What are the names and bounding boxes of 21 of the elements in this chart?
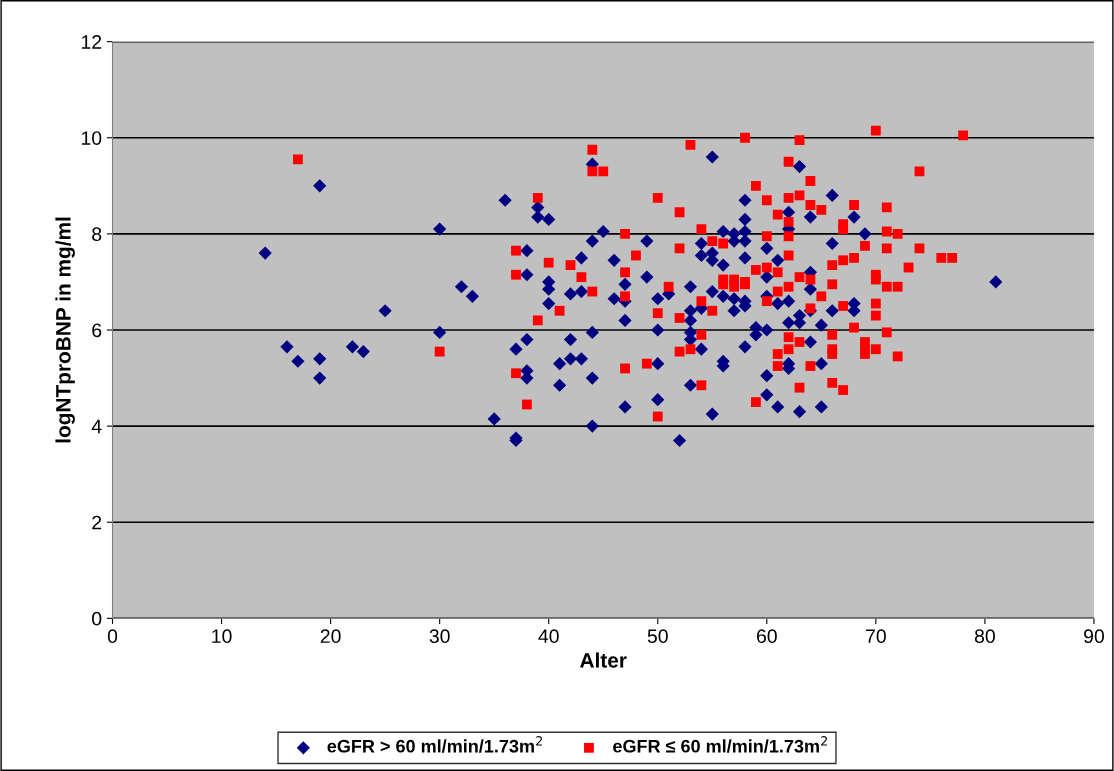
x-tick-label: 50 <box>647 629 668 644</box>
y-axis-title: logNTproBNP in mg/ml <box>55 217 75 443</box>
x-tick-label: 90 <box>1084 629 1104 644</box>
x-tick-label: 40 <box>538 629 559 644</box>
y-tick-label: 0 <box>92 611 102 626</box>
y-tick-label: 8 <box>92 227 102 242</box>
y-tick-label: 2 <box>92 515 102 530</box>
x-tick-label: 20 <box>320 629 341 644</box>
y-tick-label: 12 <box>81 35 102 49</box>
y-tick-label: 4 <box>91 419 102 434</box>
x-axis-title: Alter <box>580 652 627 668</box>
x-tick-label: 80 <box>974 629 995 644</box>
x-tick-label: 60 <box>756 629 777 644</box>
legend-label: eGFR > 60 ml/min/1.73m$^{2}$ <box>327 736 542 753</box>
x-tick-label: 10 <box>212 629 232 644</box>
y-tick-label: 10 <box>81 131 102 145</box>
legend-label: eGFR ≤ 60 ml/min/1.73m$^{2}$ <box>613 736 827 753</box>
x-tick-label: 0 <box>107 629 118 644</box>
y-tick-label: 6 <box>92 323 102 338</box>
x-tick-label: 70 <box>866 629 886 644</box>
x-tick-label: 30 <box>429 629 450 644</box>
